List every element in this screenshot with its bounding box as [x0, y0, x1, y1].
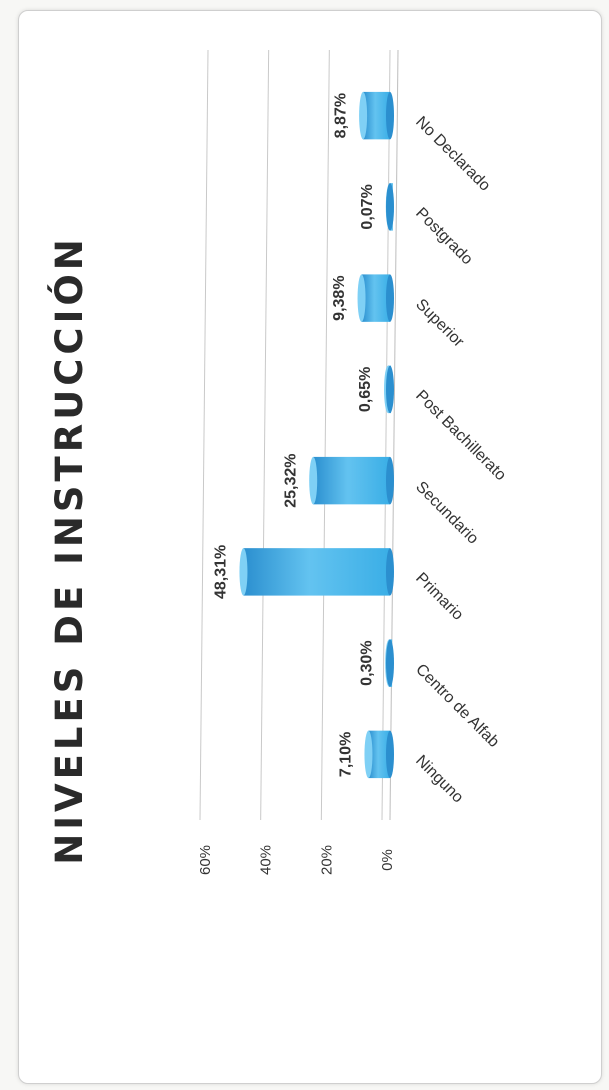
category-label: Post Bachillerato [412, 387, 509, 484]
y-tick-label: 0% [379, 849, 396, 871]
bar-no-declarado [359, 91, 394, 140]
bar-primario [239, 548, 394, 596]
data-label: 0,30% [358, 640, 375, 685]
bar-postgrado [385, 183, 394, 231]
chart-title: NIVELES DE INSTRUCCIÓN [47, 235, 91, 865]
data-label: 0,07% [359, 184, 376, 229]
gridline [320, 49, 330, 821]
category-label: Superior [412, 296, 467, 351]
y-axis-ticks: 0% 20% 40% 60% [197, 845, 396, 875]
bars [239, 91, 394, 779]
bar-ninguno [364, 730, 394, 779]
gridline [199, 49, 209, 821]
bar-superior [357, 274, 394, 322]
chart-card [18, 10, 602, 1084]
y-tick-label: 20% [318, 845, 335, 875]
category-label: No Declarado [412, 113, 493, 194]
y-tick-label: 40% [258, 845, 275, 875]
data-label: 48,31% [213, 545, 230, 599]
data-label: 25,32% [282, 453, 299, 507]
data-label: 0,65% [357, 367, 374, 412]
y-tick-label: 60% [197, 845, 214, 875]
data-label: 7,10% [338, 732, 355, 777]
bar-centro-de-alfab [385, 639, 394, 687]
category-label: Ninguno [412, 752, 466, 806]
bar-post-bachillerato [384, 365, 394, 414]
bar-secundario [309, 456, 394, 505]
category-label: Primario [412, 570, 466, 624]
category-label: Centro de Alfab [412, 661, 502, 751]
data-labels: 7,10% 0,30% 48,31% 25,32% 0,65% 9,38% 0,07% 8,8… [213, 93, 376, 777]
data-label: 8,87% [332, 93, 349, 138]
data-label: 9,38% [331, 275, 348, 320]
grid [199, 49, 399, 821]
category-label: Postgrado [412, 205, 476, 269]
gridline [260, 49, 270, 821]
axis-floor [389, 49, 399, 821]
category-label: Secundario [412, 478, 481, 547]
gridline [381, 49, 391, 821]
